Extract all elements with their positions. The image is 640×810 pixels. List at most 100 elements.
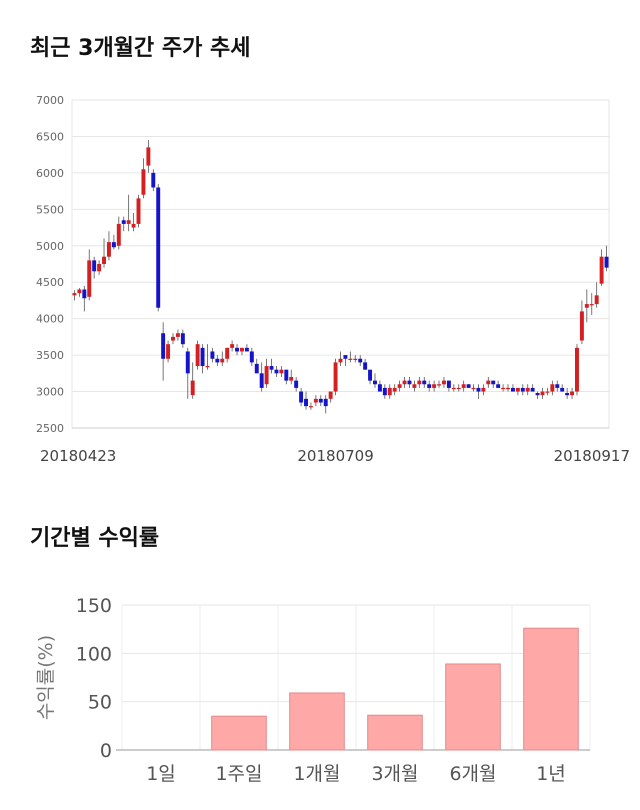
candle-body [604,256,609,268]
candle-body [510,387,515,392]
candle-body [279,369,284,374]
candle-body [200,347,205,367]
candlestick-chart: 2500 3000 3500 4000 4500 5000 5500 6000 6500 7000… [36,94,630,465]
candle-body [466,384,471,388]
candle-body [195,344,200,367]
candle-body [570,391,575,396]
candle-body [210,351,215,359]
candle-body [471,387,476,390]
candle-body [486,380,491,385]
candle-body [146,147,151,166]
candle-body [599,256,604,284]
y-tick-label: 2500 [36,422,64,435]
candle-body [506,387,510,390]
candle-body [565,393,570,396]
x-tick-label: 20180423 [40,447,116,465]
candle-body [284,369,289,381]
return-bar-chart: 0 50 100 150 1일 1주일 1개월 3개월 6개월 1년 수익률(%) [35,595,591,785]
candle-body [437,384,442,386]
y-tick-label: 4000 [36,313,64,326]
candle-body [106,242,111,257]
candle-body [156,187,161,308]
candle-body [387,387,392,396]
candle-body [456,387,461,390]
candle-body [343,355,348,359]
candle-body [72,293,77,296]
candle-body [304,398,308,407]
x-tick-label: 1주일 [215,763,262,785]
candle-body [441,380,446,385]
candle-body [575,347,579,392]
return-bar [367,714,423,751]
candle-body [555,384,560,388]
candle-body [323,398,328,407]
candle-body [353,358,358,360]
x-tick-label: 6개월 [449,763,496,785]
candle-body [382,387,387,396]
candle-body [515,387,520,392]
candle-body [92,260,97,272]
candle-body [446,380,451,388]
candle-body [121,220,126,224]
candle-body [589,304,594,306]
candle-body [230,344,235,348]
x-tick-label: 1개월 [293,763,340,785]
candle-body [220,358,225,363]
candle-body [550,384,555,392]
candle-body [151,172,156,188]
y-tick-label: 4500 [36,276,64,289]
plot-frame [71,99,610,429]
candle-body [299,391,304,403]
candle-body [254,363,259,374]
candle-body [185,351,190,374]
y-tick-label: 7000 [36,94,64,107]
candle-body [407,380,412,385]
x-tick-label: 20180709 [297,447,373,465]
y-tick-label: 100 [76,643,112,665]
y-tick-label: 3000 [36,386,64,399]
candle-body [131,223,136,228]
y-tick-label: 6500 [36,130,64,143]
candle-body [491,380,496,385]
candle-body [476,387,481,392]
candle-body [190,380,195,396]
candle-body [427,384,432,388]
return-bar [445,663,501,751]
candle-body [171,336,175,341]
candle-body [363,362,368,370]
y-tick-label: 5500 [36,203,64,216]
candle-body [535,393,540,396]
x-tick-label: 1일 [146,763,176,785]
candle-body [264,366,269,385]
candle-body [259,373,264,388]
candle-body [205,366,210,368]
period-return-title: 기간별 수익률 [30,526,160,551]
candle-body [294,380,299,388]
x-tick-label: 20180917 [554,447,630,465]
candle-body [235,347,240,352]
candle-body [417,380,422,385]
candle-body [358,358,363,363]
return-bar [289,692,345,751]
candle-body [175,333,180,337]
y-tick-label: 0 [100,740,112,762]
candle-body [451,387,456,390]
candle-body [161,333,166,359]
candle-body [328,391,333,399]
candle-body [313,398,318,403]
candle-body [87,260,92,297]
candle-body [397,384,402,388]
candle-body [461,384,466,388]
candle-body [274,369,279,374]
candle-body [530,387,535,392]
candle-body [111,242,116,248]
candle-body [136,198,141,224]
candle-body [377,384,382,392]
candle-body [116,223,121,246]
candle-body [584,304,589,308]
y-tick-label: 5000 [36,240,64,253]
candle-body [540,391,545,396]
y-tick-label: 6000 [36,167,64,180]
price-trend-title: 최근 3개월간 주가 추세 [30,36,251,61]
x-tick-label: 1년 [536,763,566,785]
